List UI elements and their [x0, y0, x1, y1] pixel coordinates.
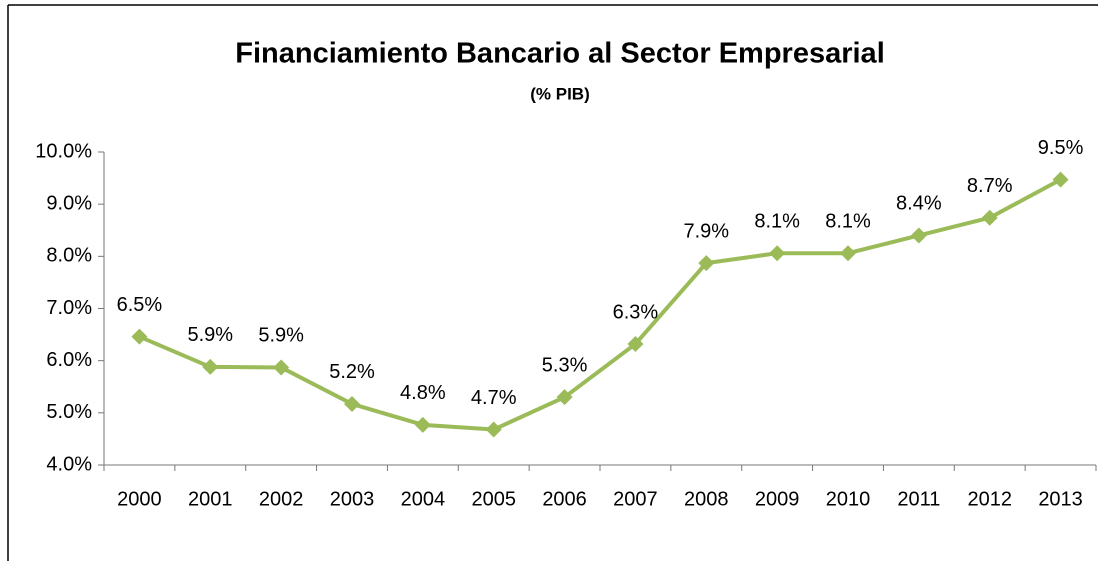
data-point [485, 421, 502, 438]
x-tick-label: 2006 [542, 488, 587, 510]
y-tick-label: 10.0% [35, 140, 92, 162]
x-tick-label: 2007 [613, 488, 658, 510]
data-point [981, 209, 998, 226]
data-point [698, 255, 715, 272]
y-tick-label: 4.0% [46, 453, 92, 475]
data-label: 4.7% [471, 387, 517, 409]
x-tick-label: 2004 [401, 488, 446, 510]
y-tick-label: 9.0% [46, 192, 92, 214]
data-label: 8.7% [967, 175, 1013, 197]
data-point [627, 335, 644, 352]
data-label: 4.8% [400, 382, 446, 404]
data-label: 8.1% [754, 210, 800, 232]
data-label: 6.3% [613, 301, 659, 323]
data-label: 5.3% [542, 354, 588, 376]
data-point [556, 389, 573, 406]
y-tick-label: 6.0% [46, 349, 92, 371]
data-point [769, 245, 786, 262]
x-tick-label: 2002 [259, 488, 304, 510]
y-tick-label: 5.0% [46, 401, 92, 423]
chart-subtitle: (% PIB) [530, 84, 590, 103]
x-tick-label: 2001 [188, 488, 233, 510]
data-label: 5.9% [187, 324, 233, 346]
data-point [1052, 171, 1069, 188]
x-tick-label: 2000 [117, 488, 162, 510]
y-tick-label: 7.0% [46, 297, 92, 319]
series-line [138, 177, 1062, 432]
x-tick-label: 2013 [1038, 488, 1083, 510]
x-tick-label: 2009 [755, 488, 800, 510]
data-label: 6.5% [117, 294, 163, 316]
data-point [414, 416, 431, 433]
data-label: 8.1% [825, 210, 871, 232]
data-point [344, 395, 360, 412]
data-label: 7.9% [683, 220, 729, 242]
data-point [910, 227, 927, 244]
x-tick-label: 2011 [897, 488, 940, 510]
x-tick-label: 2003 [330, 488, 375, 510]
data-point [840, 245, 856, 262]
chart-title: Financiamiento Bancario al Sector Empres… [235, 38, 885, 70]
x-tick-label: 2008 [684, 488, 729, 510]
data-point [131, 328, 148, 345]
data-label: 9.5% [1038, 137, 1084, 159]
x-tick-label: 2012 [967, 488, 1012, 510]
data-point [202, 358, 219, 375]
data-label: 5.9% [258, 325, 304, 347]
x-tick-label: 2010 [826, 488, 871, 510]
x-tick-label: 2005 [471, 488, 516, 510]
data-point [273, 359, 290, 376]
data-label: 8.4% [896, 193, 942, 215]
data-label: 5.2% [329, 361, 375, 383]
y-tick-label: 8.0% [46, 245, 92, 267]
